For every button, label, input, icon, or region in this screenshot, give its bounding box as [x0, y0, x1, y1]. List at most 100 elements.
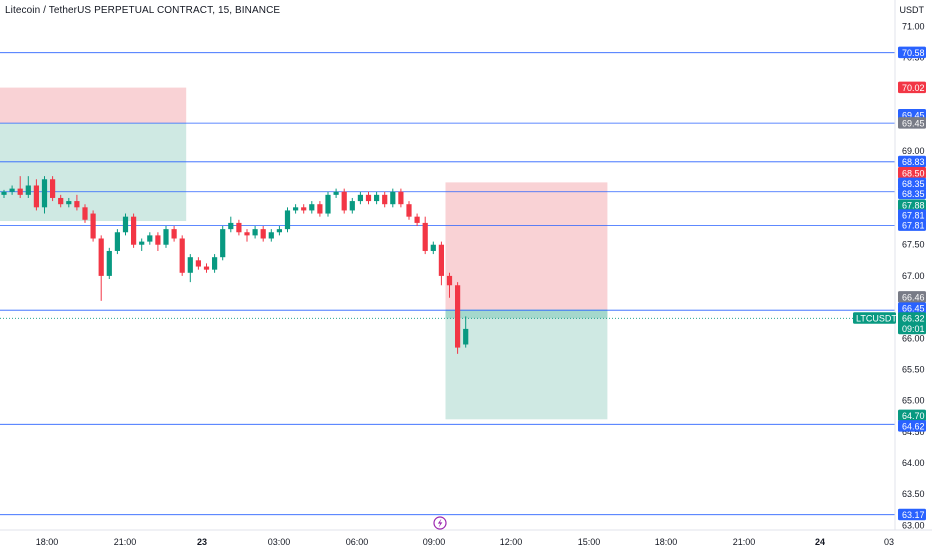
candle-body	[244, 232, 250, 236]
price-tag	[898, 199, 926, 211]
candle-body	[268, 232, 274, 239]
candle-body	[147, 235, 153, 242]
time-tick-label: 12:00	[500, 537, 523, 547]
symbol-tag	[853, 312, 896, 324]
candle-body	[9, 188, 15, 192]
candle-body	[341, 191, 347, 211]
price-tag	[898, 117, 926, 129]
price-tag	[898, 508, 926, 521]
price-tick-label: 65.50	[902, 364, 925, 374]
price-tick-label: 64.00	[902, 458, 925, 468]
candle-body	[25, 185, 31, 195]
candle-body	[131, 216, 137, 245]
price-tag	[898, 219, 926, 231]
candle-body	[317, 204, 323, 214]
symbol-tag-label: LTCUSDT.P	[856, 314, 904, 324]
candle-body	[463, 328, 469, 345]
candle-body	[406, 204, 412, 217]
price-tick-label: 66.00	[902, 333, 925, 343]
lightning-icon[interactable]	[433, 516, 447, 530]
candle-body	[114, 232, 120, 251]
price-tags: 70.5870.0269.4569.4568.8368.5068.3568.35…	[853, 46, 926, 521]
price-tag	[898, 209, 926, 221]
current-price-label: 66.32	[902, 314, 925, 324]
candle-body	[66, 201, 72, 205]
candle-body	[252, 229, 258, 236]
candle-body	[365, 194, 372, 202]
candle-body	[106, 250, 112, 276]
time-axis[interactable]: 18:00 21:00 23 03:00 06:00 09:00 12:00 15:00 18:…	[36, 537, 894, 547]
time-tick-label: 18:00	[655, 537, 678, 547]
candle-body	[260, 229, 266, 239]
candle-body	[455, 285, 461, 348]
position-zones	[0, 87, 608, 420]
time-tick-label: 06:00	[346, 537, 369, 547]
time-tick-label: 03	[884, 537, 894, 547]
price-tag	[898, 81, 926, 94]
price-tag	[898, 409, 926, 422]
price-tag	[898, 291, 926, 303]
candle-body	[333, 191, 339, 195]
price-tag-label: 68.35	[902, 189, 925, 199]
candle-body	[155, 235, 161, 245]
candle-body	[82, 207, 88, 220]
price-tag	[898, 302, 926, 314]
candle-body	[203, 266, 210, 270]
price-axis[interactable]: 71.0070.5070.0069.5069.0068.5068.0067.50…	[902, 22, 925, 531]
price-tag-label: 69.45	[902, 118, 925, 128]
symbol-title: Litecoin / TetherUS PERPETUAL CONTRACT, …	[5, 5, 281, 16]
price-tick-label: 64.50	[902, 427, 925, 437]
candle-body	[236, 222, 242, 233]
candle-body	[33, 185, 39, 208]
price-tag	[898, 155, 926, 168]
stop-loss-zone	[445, 182, 608, 310]
candle-body	[422, 222, 428, 251]
candle-body	[382, 194, 388, 205]
price-tag	[898, 177, 926, 190]
candle-body	[122, 216, 129, 233]
price-tag-label: 68.83	[902, 157, 925, 167]
price-tick-label: 65.00	[902, 396, 925, 406]
price-tag-label: 64.70	[902, 411, 925, 421]
candle-body	[414, 216, 420, 223]
candle-body	[98, 238, 104, 276]
candle-body	[163, 229, 169, 245]
candle-body	[17, 188, 23, 195]
candle-body	[179, 238, 185, 273]
price-tag-label: 67.88	[902, 201, 925, 211]
candle-body	[398, 191, 404, 205]
price-tick-label: 67.00	[902, 271, 925, 281]
price-tag-label: 64.62	[902, 421, 925, 431]
price-tag-label: 67.81	[902, 221, 925, 231]
candle-body	[212, 257, 218, 270]
price-tag-label: 66.45	[902, 304, 925, 314]
candle-body	[446, 275, 453, 286]
candle-body	[195, 260, 201, 267]
candle-body	[430, 244, 436, 251]
candle-body	[171, 229, 177, 239]
price-tick-label: 69.00	[902, 146, 925, 156]
price-tag-label: 70.02	[902, 83, 925, 93]
price-tick-label: 67.50	[902, 240, 925, 250]
candle-body	[50, 179, 56, 198]
countdown-label: 09:01	[902, 324, 925, 334]
candle-body	[325, 194, 331, 214]
currency-label: USDT	[899, 5, 925, 15]
horizontal-lines[interactable]	[0, 52, 895, 516]
stop-loss-zone	[0, 87, 187, 124]
price-tag-label: 69.45	[902, 110, 925, 120]
candle-body	[139, 241, 145, 245]
price-tag	[898, 420, 926, 432]
candle-body	[438, 244, 444, 276]
candle-body	[357, 194, 363, 202]
candle-body	[74, 201, 80, 208]
time-tick-label: 21:00	[733, 537, 756, 547]
time-tick-label: 24	[815, 537, 825, 547]
price-tag-label: 68.50	[902, 168, 925, 178]
price-tag-label: 63.17	[902, 510, 925, 520]
candle-body	[187, 257, 193, 273]
candle-body	[276, 229, 282, 233]
current-price-tag	[898, 312, 926, 335]
candle-body	[284, 210, 291, 230]
